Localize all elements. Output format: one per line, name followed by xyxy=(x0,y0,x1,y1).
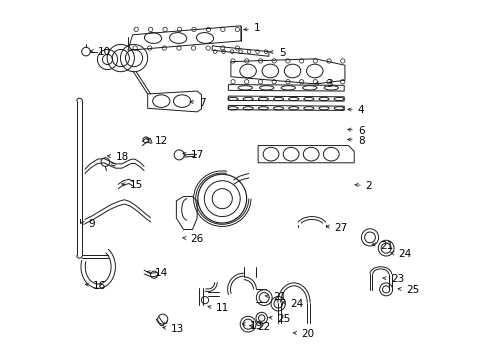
Text: 6: 6 xyxy=(347,126,364,135)
Text: 18: 18 xyxy=(107,152,128,162)
Text: 15: 15 xyxy=(122,180,142,190)
Text: 26: 26 xyxy=(183,234,203,244)
Text: 10: 10 xyxy=(90,46,111,57)
Text: 25: 25 xyxy=(397,285,418,295)
Text: 1: 1 xyxy=(243,23,260,33)
Text: 4: 4 xyxy=(347,105,364,116)
Text: 2: 2 xyxy=(354,181,371,191)
Text: 25: 25 xyxy=(268,314,289,324)
Text: 27: 27 xyxy=(325,223,346,233)
Text: 24: 24 xyxy=(282,299,303,309)
Text: 19: 19 xyxy=(242,321,263,330)
Text: 7: 7 xyxy=(189,98,205,108)
Text: 13: 13 xyxy=(163,324,183,334)
Text: 17: 17 xyxy=(183,150,203,160)
Text: 5: 5 xyxy=(269,48,285,58)
Text: 14: 14 xyxy=(146,268,168,278)
Text: 3: 3 xyxy=(315,79,332,89)
Text: 20: 20 xyxy=(293,329,314,339)
Text: 21: 21 xyxy=(371,240,392,251)
Text: 23: 23 xyxy=(382,274,403,284)
Text: 21: 21 xyxy=(264,292,286,302)
Text: 9: 9 xyxy=(81,219,95,229)
Text: 22: 22 xyxy=(249,322,270,332)
Text: 16: 16 xyxy=(85,281,106,291)
Text: 8: 8 xyxy=(347,136,364,145)
Text: 12: 12 xyxy=(146,136,168,145)
Text: 11: 11 xyxy=(207,303,228,313)
Text: 24: 24 xyxy=(390,249,411,259)
